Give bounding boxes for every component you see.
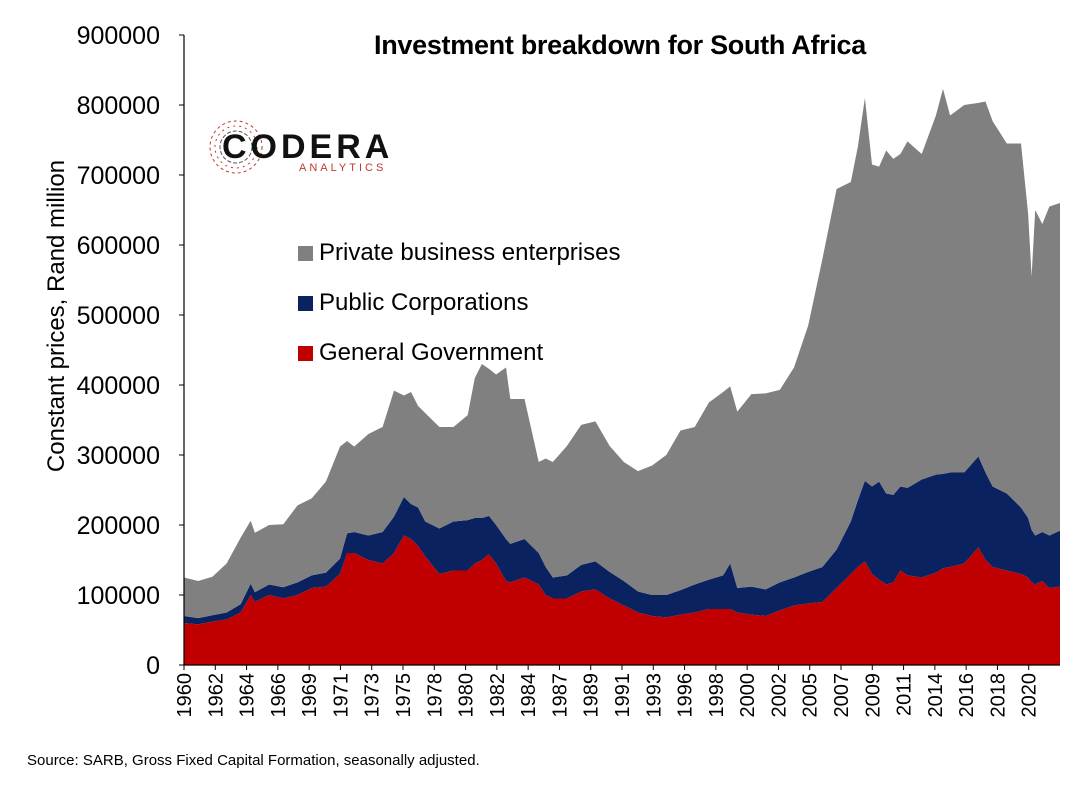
area-private-business <box>184 88 1060 619</box>
x-tick-label: 2020 <box>1019 673 1041 718</box>
y-tick-label: 800000 <box>77 92 160 120</box>
y-tick-label: 600000 <box>77 232 160 260</box>
legend-swatch-public <box>298 295 313 311</box>
legend-swatch-private <box>298 245 313 261</box>
y-tick-label: 300000 <box>77 442 160 470</box>
y-tick-label: 200000 <box>77 512 160 540</box>
x-tick-label: 1969 <box>299 673 321 718</box>
y-tick-label: 400000 <box>77 372 160 400</box>
x-tick-label: 1966 <box>268 673 290 718</box>
x-tick-label: 1973 <box>362 673 384 718</box>
x-tick-label: 2002 <box>768 673 790 718</box>
x-tick-label: 2007 <box>831 673 853 718</box>
x-tick-label: 1960 <box>174 673 196 718</box>
x-tick-label: 1975 <box>393 673 415 718</box>
y-tick-label: 0 <box>146 652 160 680</box>
y-tick-label: 700000 <box>77 162 160 190</box>
x-tick-label: 1978 <box>424 673 446 718</box>
chart-title: Investment breakdown for South Africa <box>374 30 866 60</box>
legend-swatch-government <box>298 345 313 361</box>
x-tick-label: 1962 <box>205 673 227 718</box>
x-tick-label: 2009 <box>862 673 884 718</box>
x-tick-label: 1980 <box>456 673 478 718</box>
y-tick-label: 100000 <box>77 582 160 610</box>
x-tick-label: 2016 <box>956 673 978 718</box>
y-tick-label: 500000 <box>77 302 160 330</box>
legend: Private business enterprises Public Corp… <box>298 228 620 378</box>
x-tick-label: 1989 <box>581 673 603 718</box>
codera-logo: CODERA ANALYTICS <box>204 110 414 180</box>
x-tick-label: 1991 <box>612 673 634 718</box>
logo-subtitle: ANALYTICS <box>299 162 387 174</box>
x-tick-label: 1984 <box>518 673 540 718</box>
y-tick-label: 900000 <box>77 22 160 50</box>
legend-label-private: Private business enterprises <box>319 239 621 266</box>
legend-item-public: Public Corporations <box>298 278 620 328</box>
area-public-corporations <box>184 456 1060 625</box>
legend-item-private: Private business enterprises <box>298 228 620 278</box>
source-note: Source: SARB, Gross Fixed Capital Format… <box>27 752 480 769</box>
x-tick-label: 1993 <box>643 673 665 718</box>
logo-wordmark: CODERA <box>222 128 394 166</box>
x-tick-label: 2014 <box>925 673 947 718</box>
x-tick-label: 1987 <box>549 673 571 718</box>
logo-ring-icon <box>209 120 263 174</box>
x-tick-label: 1998 <box>706 673 728 718</box>
x-tick-label: 1982 <box>487 673 509 718</box>
legend-item-government: General Government <box>298 328 620 378</box>
area-general-government <box>184 535 1060 665</box>
x-tick-label: 2018 <box>987 673 1009 718</box>
x-tick-label: 2005 <box>800 673 822 718</box>
x-tick-label: 1964 <box>237 673 259 718</box>
area-series-group <box>184 88 1060 665</box>
x-tick-label: 2011 <box>894 673 916 716</box>
x-tick-label: 2000 <box>737 673 759 718</box>
legend-label-public: Public Corporations <box>319 289 529 316</box>
x-tick-label: 1996 <box>675 673 697 718</box>
axes-group: 0 100000 200000 300000 400000 500000 600000 700… <box>77 22 1060 718</box>
x-tick-label: 1971 <box>330 673 352 718</box>
legend-label-government: General Government <box>319 339 544 366</box>
